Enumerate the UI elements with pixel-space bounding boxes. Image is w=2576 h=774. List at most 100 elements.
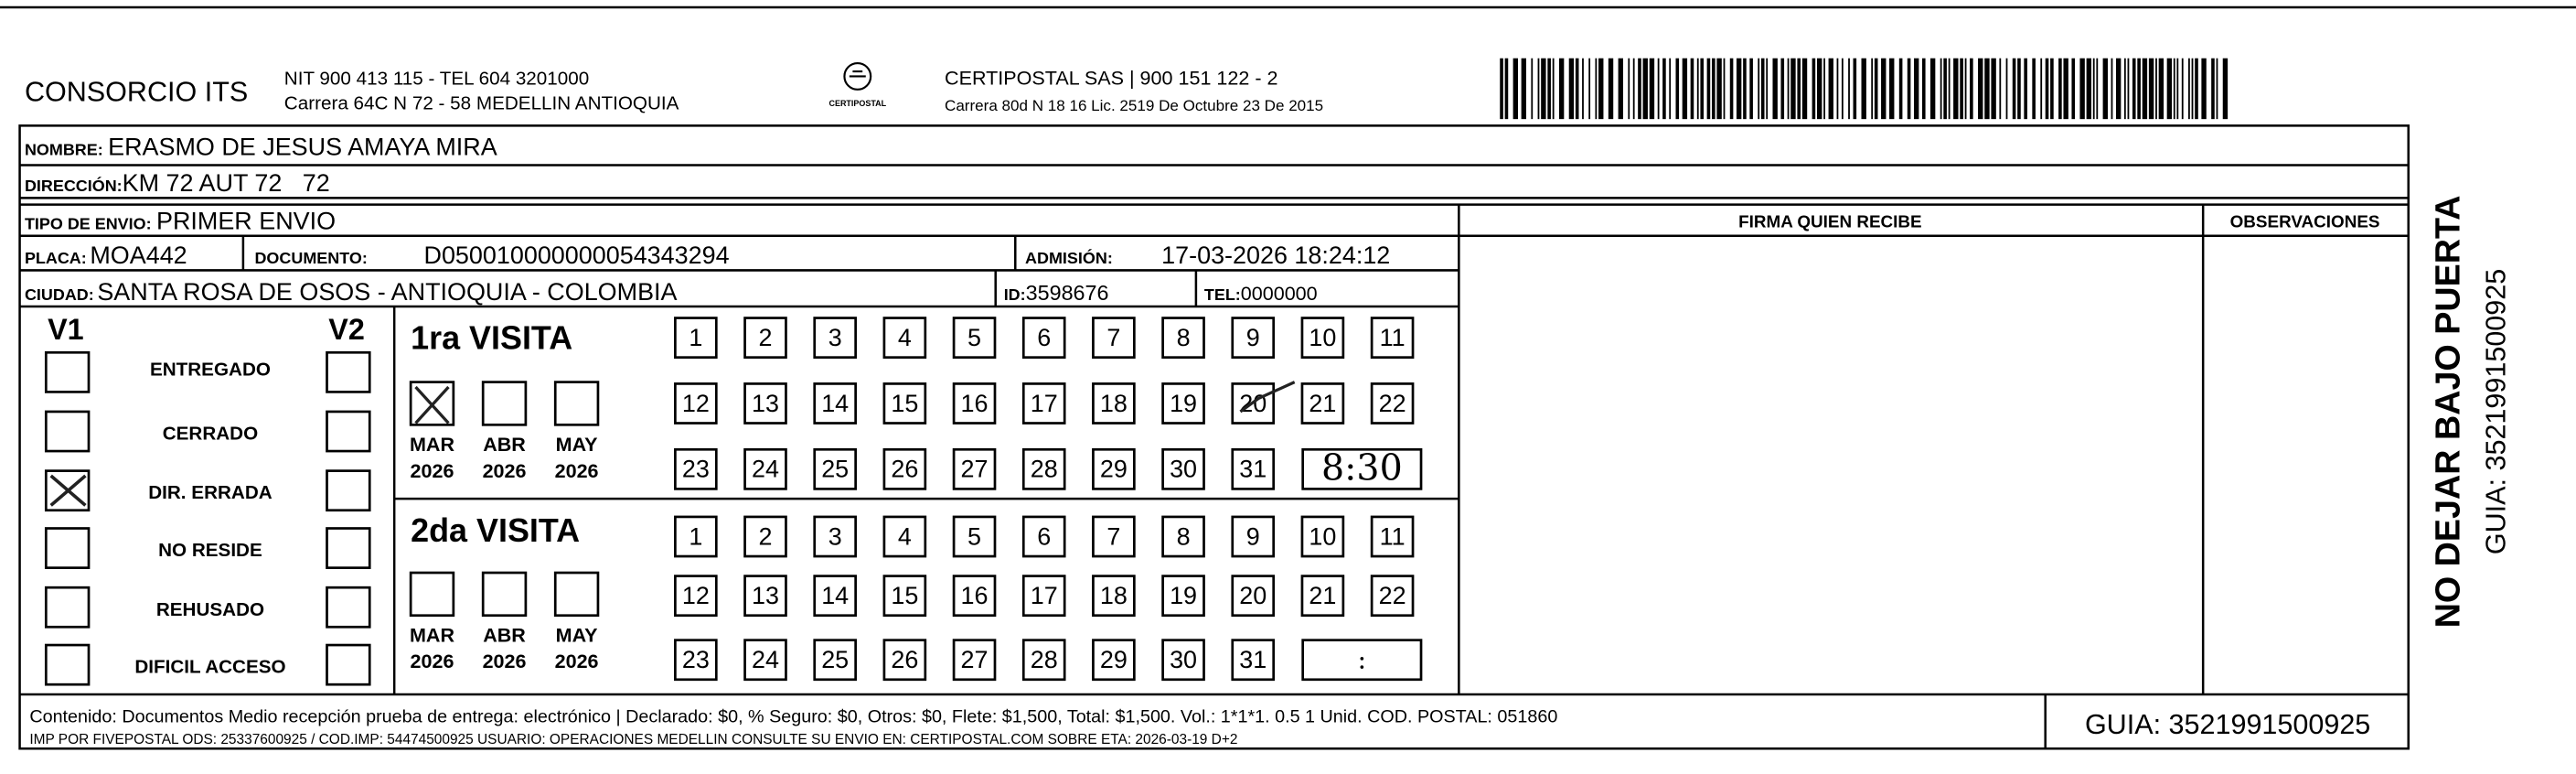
barcode-bar: [2127, 58, 2130, 120]
footer-print: IMP POR FIVEPOSTAL ODS: 25337600925 / CO…: [29, 732, 1237, 747]
checkbox: [1370, 575, 1415, 618]
barcode-bar: [1881, 58, 1887, 120]
day-label: 1: [689, 324, 702, 351]
barcode-bar: [2191, 58, 2194, 120]
checkbox: [1300, 515, 1345, 558]
barcode-bar: [1828, 58, 1833, 120]
field-value: MOA442: [90, 242, 187, 269]
barcode-bar: [2142, 58, 2148, 120]
checkbox: [674, 575, 718, 618]
year-label: 2026: [411, 459, 454, 482]
barcode-bar: [1632, 58, 1635, 120]
barcode-bar: [1841, 58, 1844, 120]
checkbox: [1161, 447, 1205, 490]
checkbox: [1231, 639, 1276, 682]
barcode-bar: [1999, 58, 2002, 120]
field-label: ADMISIÓN:: [1025, 248, 1113, 267]
status-options: ENTREGADO CERRADO DIR. ERRADA NO RESIDE REHU…: [44, 350, 371, 686]
field-value: 3598676: [1026, 281, 1109, 305]
month-label: MAR: [410, 623, 455, 646]
checkbox: [44, 350, 91, 393]
day-label: 27: [961, 456, 989, 483]
barcode-bar: [2195, 58, 2198, 120]
day-label: 19: [1170, 582, 1197, 609]
checkbox: [743, 575, 787, 618]
checkbox: [1231, 575, 1276, 618]
checkbox: [952, 382, 997, 425]
barcode-bar: [1512, 58, 1519, 120]
checkbox: [952, 515, 997, 558]
barcode-bar: [1907, 58, 1911, 120]
day-label: 4: [898, 324, 912, 351]
barcode-bar: [1889, 58, 1895, 120]
checkbox: [743, 317, 787, 360]
day-label: 10: [1309, 324, 1336, 351]
checkbox: [1161, 639, 1205, 682]
day-label: 6: [1037, 324, 1051, 351]
checkbox: [1161, 575, 1205, 618]
barcode-bar: [2181, 58, 2184, 120]
year-label: 2026: [483, 650, 527, 672]
barcode-bar: [1970, 58, 1973, 120]
day-label: 14: [821, 390, 849, 417]
barcode-bar: [1537, 58, 1540, 120]
checkbox: [1370, 317, 1415, 360]
barcode-bar: [2005, 58, 2008, 120]
day-label: 23: [682, 646, 710, 673]
barcode-bar: [1575, 58, 1579, 120]
day-label: 8: [1177, 324, 1191, 351]
barcode-bar: [2188, 58, 2190, 120]
checkbox: [1092, 515, 1136, 558]
side-guide: GUIA: 3521991500925: [2481, 269, 2512, 554]
signature-header: FIRMA QUIEN RECIBE: [1738, 212, 1921, 231]
month-label: MAY: [556, 433, 599, 456]
company: CONSORCIO ITS: [25, 76, 248, 107]
barcode-bar: [1504, 58, 1509, 120]
day-label: 1: [689, 522, 702, 550]
field-value: PRIMER ENVIO: [156, 208, 336, 235]
day-label: 11: [1380, 324, 1406, 351]
barcode-bar: [1848, 58, 1850, 120]
barcode-bar: [2111, 58, 2113, 120]
visit-title: 2da VISITA: [411, 511, 580, 549]
day-label: 26: [891, 646, 918, 673]
field: TIPO DE ENVIO: PRIMER ENVIO: [25, 208, 336, 235]
barcode-bar: [2123, 58, 2126, 120]
checkbox: [1021, 382, 1066, 425]
checkbox: [1021, 515, 1066, 558]
checkbox: [1231, 317, 1276, 360]
checkbox: [813, 382, 857, 425]
barcode-bar: [2137, 58, 2141, 120]
day-label: 21: [1309, 582, 1336, 609]
barcode-bar: [2079, 58, 2085, 120]
day-label: 18: [1100, 582, 1128, 609]
barcode-bar: [2115, 58, 2122, 120]
barcode-bar: [1960, 58, 1963, 120]
checkbox: [1301, 639, 1423, 682]
barcode-bar: [2173, 58, 2175, 120]
checkbox: [952, 317, 997, 360]
field: ADMISIÓN: 17-03-2026 18:24:12: [1025, 242, 1390, 269]
barcode-bar: [2148, 58, 2154, 120]
year-label: 2026: [555, 650, 599, 672]
day-label: 3: [828, 522, 842, 550]
observations-header: OBSERVACIONES: [2230, 212, 2380, 231]
barcode-bar: [1531, 58, 1534, 120]
day-label: 27: [961, 646, 989, 673]
barcode-bar: [1812, 58, 1816, 120]
checkbox: [326, 469, 371, 512]
checkbox: [1370, 382, 1415, 425]
month-label: ABR: [483, 623, 526, 646]
checkbox: [882, 317, 927, 360]
nit: NIT 900 413 115 - TEL 604 3201000: [284, 68, 589, 89]
barcode-bar: [1780, 58, 1785, 120]
barcode-bar: [1547, 58, 1551, 120]
day-label: 29: [1100, 646, 1128, 673]
day-label: 24: [752, 646, 779, 673]
barcode-bar: [1743, 58, 1747, 120]
barcode-bar: [1964, 58, 1967, 120]
barcode-bar: [1568, 58, 1575, 120]
